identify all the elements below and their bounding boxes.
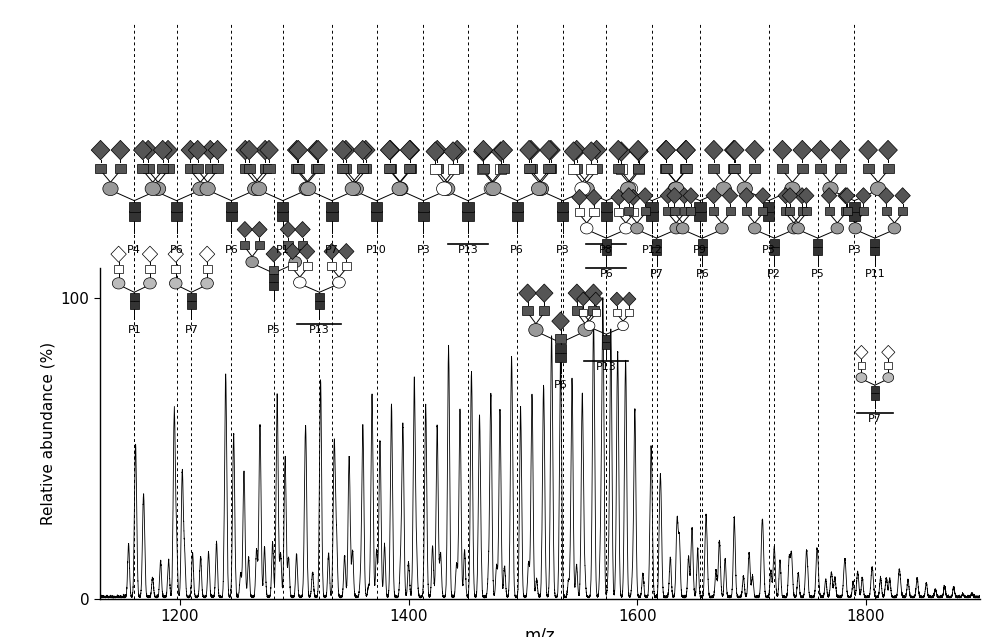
Text: P7: P7 <box>868 414 882 424</box>
Text: P12: P12 <box>642 245 662 255</box>
Text: P13: P13 <box>309 325 330 335</box>
Text: P1: P1 <box>127 325 141 335</box>
Text: P6: P6 <box>170 245 183 255</box>
Text: P13: P13 <box>458 245 478 255</box>
Text: P11: P11 <box>864 269 885 280</box>
Text: P6: P6 <box>225 245 238 255</box>
Text: P13: P13 <box>596 362 617 372</box>
Text: P6: P6 <box>695 269 709 280</box>
Text: P3: P3 <box>762 245 775 255</box>
Text: P8: P8 <box>599 245 613 255</box>
Text: P2: P2 <box>767 269 781 280</box>
Text: P1: P1 <box>276 245 290 255</box>
Text: P3: P3 <box>556 245 570 255</box>
Text: P6: P6 <box>510 245 524 255</box>
Text: P7: P7 <box>325 245 339 255</box>
X-axis label: m/z: m/z <box>525 627 555 637</box>
Text: P5: P5 <box>811 269 825 280</box>
Text: P7: P7 <box>184 325 198 335</box>
Text: P3: P3 <box>417 245 430 255</box>
Y-axis label: Relative abundance (%): Relative abundance (%) <box>40 341 55 525</box>
Text: P7: P7 <box>650 269 664 280</box>
Text: P5: P5 <box>267 325 281 335</box>
Text: P10: P10 <box>366 245 387 255</box>
Text: P3: P3 <box>847 245 861 255</box>
Text: P4: P4 <box>127 245 141 255</box>
Text: P6: P6 <box>599 269 613 280</box>
Text: P6: P6 <box>554 380 567 390</box>
Text: P9: P9 <box>693 245 707 255</box>
